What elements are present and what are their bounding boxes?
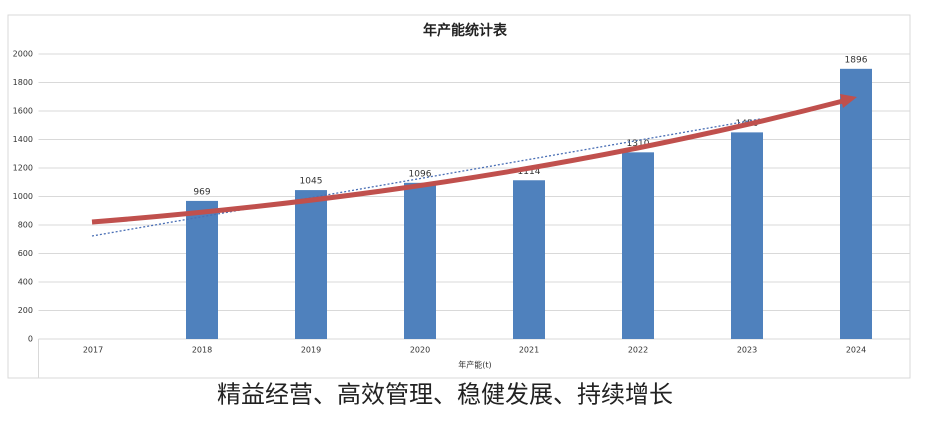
y-tick-label: 800 [18,221,33,230]
x-tick-label: 2021 [519,346,539,355]
y-tick-label: 200 [18,306,33,315]
x-tick-label: 2023 [737,346,757,355]
caption: 精益经营、高效管理、稳健发展、持续增长 [217,381,673,409]
growth-arrow [91,98,844,225]
x-axis-label: 年产能(t) [458,360,491,370]
plot: 0 200 400 600 800 1000 1200 1400 1600 1800 2000 201… [13,50,911,378]
x-tick-label: 2022 [628,346,648,355]
y-tick-label: 1800 [13,78,33,87]
x-tick-label: 2018 [192,346,212,355]
y-tick-label: 1000 [13,192,33,201]
bar [295,190,327,339]
bar [513,180,545,339]
chart-title: 年产能统计表 [423,22,508,39]
y-tick-label: 1200 [13,164,33,173]
trend-line [91,118,761,237]
y-tick-label: 1400 [13,135,33,144]
bar [622,152,654,339]
y-tick-label: 400 [18,278,33,287]
growth-arrow-head [840,94,857,108]
data-label: 1310 [627,139,650,149]
y-tick-label: 1600 [13,107,33,116]
x-tick-label: 2019 [301,346,321,355]
data-label: 1045 [300,177,323,187]
y-tick-label: 600 [18,249,33,258]
data-label: 1114 [518,167,541,177]
y-tick-label: 2000 [13,50,33,59]
data-label: 1096 [409,169,432,179]
bar [404,182,436,339]
data-label: 969 [193,187,210,197]
x-tick-label: 2020 [410,346,430,355]
bar [186,200,218,339]
x-tick-label: 2024 [846,346,866,355]
bar [840,68,872,339]
bar [731,132,763,339]
x-tick-label: 2017 [83,346,103,355]
y-tick-label: 0 [28,335,33,344]
data-label: 1896 [845,55,868,65]
